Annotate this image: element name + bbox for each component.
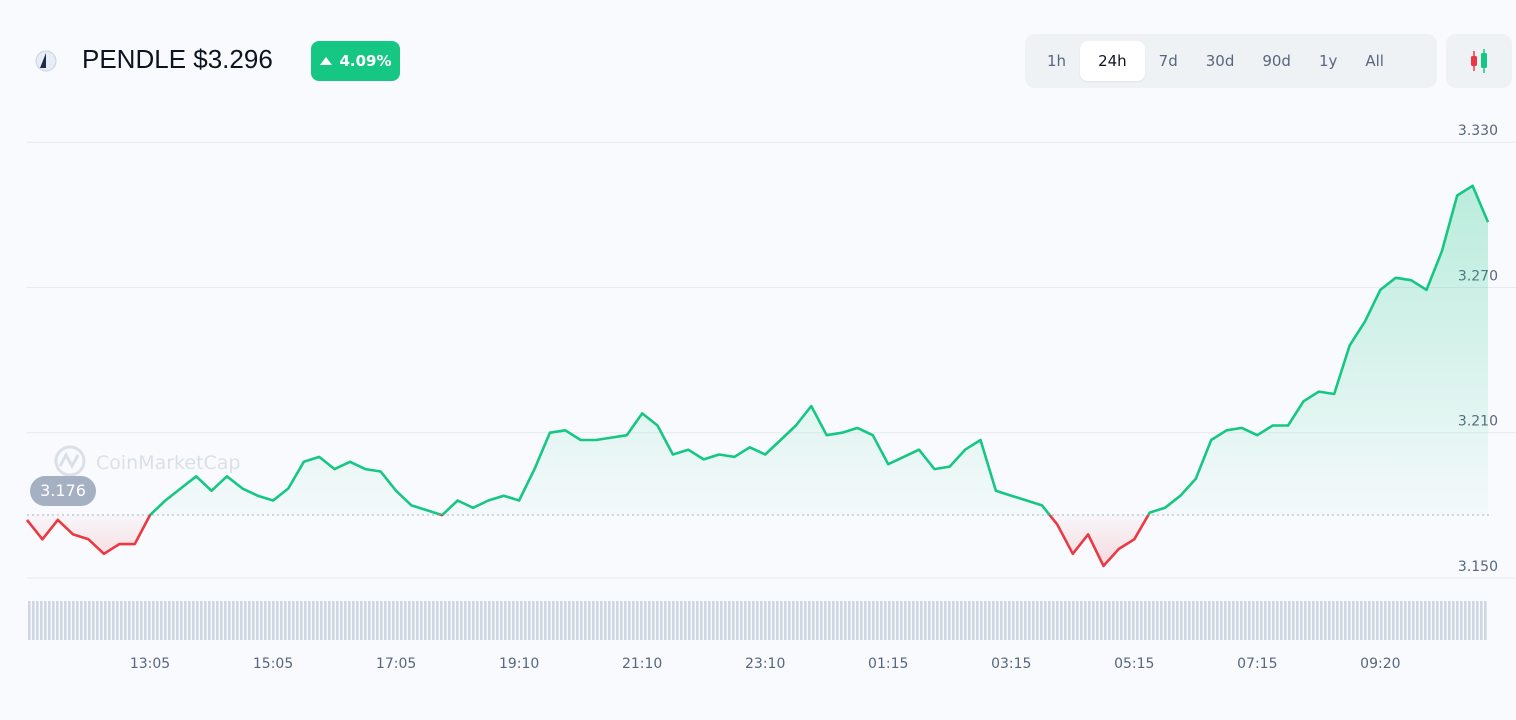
- x-tick-label: 09:20: [1360, 656, 1400, 672]
- time-range-button[interactable]: 7d: [1158, 52, 1178, 70]
- candle-icon: [1471, 49, 1487, 73]
- change-text: 4.09%: [339, 52, 392, 70]
- time-range-button[interactable]: 1y: [1318, 52, 1338, 70]
- time-range-button[interactable]: All: [1365, 52, 1384, 70]
- time-range-group: 1h 24h 7d 30d 90d 1y All: [1025, 34, 1437, 88]
- x-tick-label: 05:15: [1114, 656, 1154, 672]
- time-range-button[interactable]: 24h: [1080, 41, 1145, 81]
- time-range-button[interactable]: 90d: [1262, 52, 1291, 70]
- x-tick-label: 13:05: [130, 656, 170, 672]
- baseline-label: 3.176: [40, 481, 86, 500]
- price-area: [27, 185, 1488, 566]
- x-tick-label: 21:10: [622, 656, 662, 672]
- x-tick-label: 07:15: [1237, 656, 1277, 672]
- y-tick-label: 3.330: [1458, 123, 1498, 139]
- time-range-button[interactable]: 1h: [1047, 52, 1067, 70]
- x-tick-label: 17:05: [376, 656, 416, 672]
- x-tick-label: 19:10: [499, 656, 539, 672]
- x-tick-label: 23:10: [745, 656, 785, 672]
- price-line: [25, 184, 1490, 568]
- y-tick-label: 3.150: [1458, 559, 1498, 575]
- x-tick-label: 01:15: [868, 656, 908, 672]
- time-range-button[interactable]: 30d: [1205, 52, 1235, 70]
- x-tick-label: 15:05: [253, 656, 293, 672]
- watermark-text: CoinMarketCap: [96, 452, 241, 474]
- header: PENDLE $3.296 4.09% 1h 24h 7d 30d 90d 1y All: [0, 0, 1516, 100]
- volume-bars: [27, 601, 1488, 640]
- baseline-label-bg: [30, 476, 96, 507]
- coin-logo: [35, 50, 57, 72]
- up-arrow: [320, 57, 333, 65]
- change-badge: 4.09%: [311, 41, 400, 81]
- x-tick-label: 03:15: [991, 656, 1031, 672]
- candlestick-toggle[interactable]: [1446, 34, 1512, 88]
- watermark: CoinMarketCap: [54, 445, 241, 477]
- coin-price-title: PENDLE $3.296: [82, 44, 273, 74]
